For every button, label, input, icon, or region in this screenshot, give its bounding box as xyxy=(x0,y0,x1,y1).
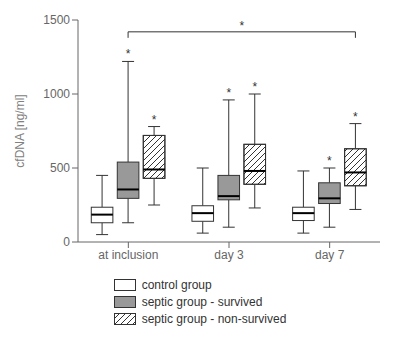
svg-text:*: * xyxy=(252,80,257,94)
html-text:control group: control group xyxy=(141,278,212,292)
svg-text:1500: 1500 xyxy=(43,13,70,27)
html-text:septic group - survived: septic group - survived xyxy=(141,295,263,309)
svg-text:*: * xyxy=(353,110,358,124)
html-text:septic group - non-survived: septic group - non-survived xyxy=(141,312,287,326)
svg-text:1000: 1000 xyxy=(43,87,70,101)
svg-text:*: * xyxy=(152,113,157,127)
svg-text:500: 500 xyxy=(50,161,70,175)
svg-text:0: 0 xyxy=(63,235,70,249)
svg-text:*: * xyxy=(126,47,131,61)
svg-text:at inclusion: at inclusion xyxy=(98,248,158,262)
svg-text:cfDNA [ng/ml]: cfDNA [ng/ml] xyxy=(13,94,27,167)
svg-text:day 3: day 3 xyxy=(214,248,244,262)
svg-text:*: * xyxy=(327,154,332,168)
svg-text:*: * xyxy=(226,86,231,100)
svg-text:day 7: day 7 xyxy=(315,248,345,262)
svg-text:*: * xyxy=(239,20,244,33)
